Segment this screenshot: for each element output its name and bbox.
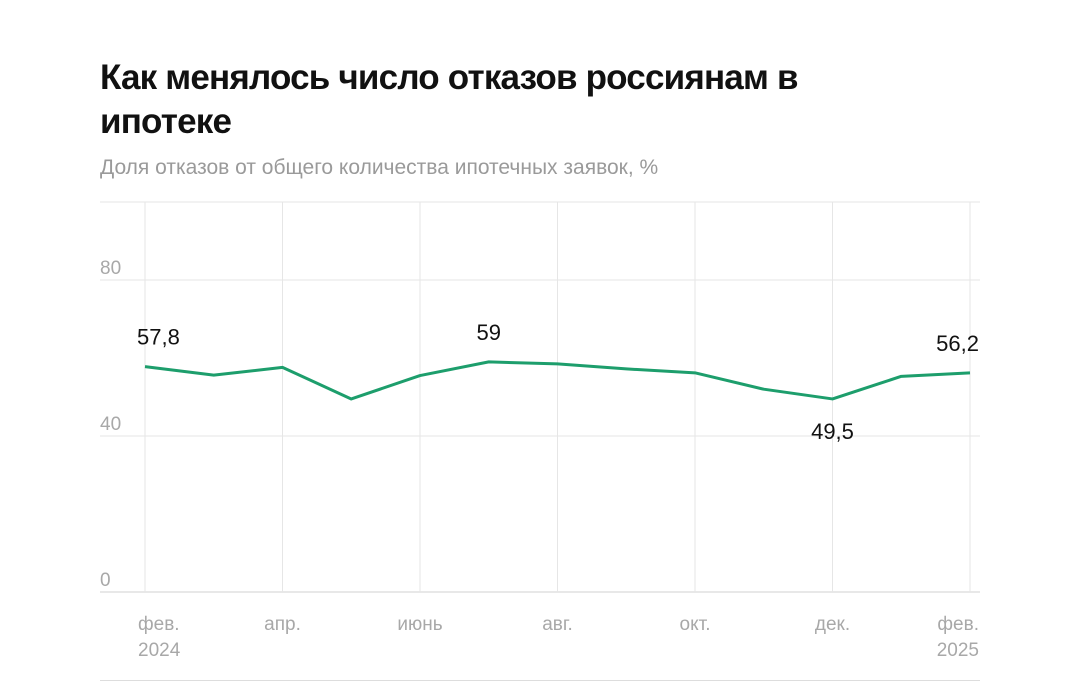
- x-tick-label: дек.: [815, 614, 850, 635]
- x-tick-label: апр.: [264, 614, 301, 635]
- x-tick-label: фев.: [138, 614, 180, 635]
- x-tick-label: июнь: [397, 614, 442, 635]
- chart-title: Как менялось число отказов россиянам в и…: [100, 58, 799, 141]
- y-tick-label: 0: [100, 570, 111, 591]
- x-tick-label: фев.: [937, 614, 979, 635]
- x-tick-label: авг.: [542, 614, 573, 635]
- x-tick-label: окт.: [680, 614, 711, 635]
- data-label: 56,2: [936, 331, 979, 356]
- x-tick-year: 2025: [937, 640, 979, 661]
- x-tick-year: 2024: [138, 640, 181, 661]
- y-tick-label: 80: [100, 258, 121, 279]
- chart-subtitle: Доля отказов от общего количества ипотеч…: [100, 156, 659, 179]
- y-tick-label: 40: [100, 414, 121, 435]
- series-line: [144, 360, 971, 401]
- data-label: 57,8: [137, 325, 180, 350]
- data-label: 49,5: [811, 419, 854, 444]
- bottom-divider: [100, 680, 980, 681]
- data-label: 59: [477, 320, 501, 345]
